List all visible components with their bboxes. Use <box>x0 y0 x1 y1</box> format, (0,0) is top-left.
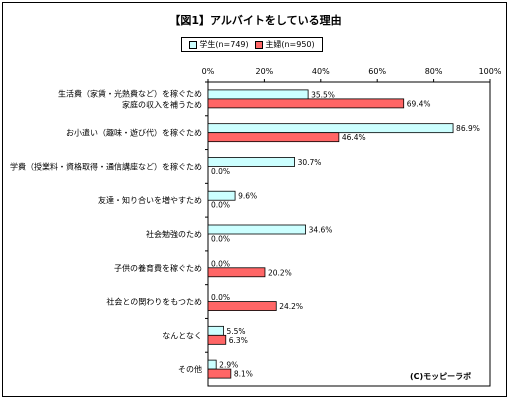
x-tick-label: 40% <box>312 67 330 76</box>
category-label: 社会勉強のため <box>146 229 202 239</box>
category-label: 社会との関わりをもつため <box>106 297 202 307</box>
x-tick-label: 20% <box>256 67 274 76</box>
x-tick-label: 80% <box>425 67 443 76</box>
data-label: 0.0% <box>211 259 230 268</box>
bar-students <box>207 224 306 235</box>
x-tick-label: 100% <box>479 67 502 76</box>
category-label: 家庭の収入を補うため <box>122 99 202 109</box>
legend: 学生(n=749) 主婦(n=950) <box>181 37 323 52</box>
data-label: 0.0% <box>211 167 230 176</box>
x-tick-label: 60% <box>368 67 386 76</box>
bar-students <box>207 325 224 336</box>
data-label: 6.3% <box>229 336 248 345</box>
bar-housewives <box>207 98 405 109</box>
copyright-text: (C)モッピーラボ <box>410 372 472 381</box>
bar-students <box>207 89 309 100</box>
data-label: 24.2% <box>279 302 303 311</box>
legend-item-housewives: 主婦(n=950) <box>255 39 315 50</box>
category-label: その他 <box>178 364 202 374</box>
bar-students <box>207 359 217 370</box>
data-label: 0.0% <box>211 201 230 210</box>
category-label: 子供の養育費を稼ぐため <box>114 263 202 273</box>
data-label: 0.0% <box>211 293 230 302</box>
bar-housewives <box>207 267 266 278</box>
bar-students <box>207 157 295 167</box>
data-label: 30.7% <box>298 158 322 167</box>
chart-frame <box>2 2 507 397</box>
bar-housewives <box>207 334 227 345</box>
data-label: 69.4% <box>407 99 431 108</box>
x-tick-label: 0% <box>202 67 215 76</box>
bar-students <box>207 190 236 201</box>
legend-label-housewives: 主婦(n=950) <box>265 40 315 49</box>
category-label: 生活費（家賃・光熱費など）を稼ぐため <box>58 88 202 98</box>
category-label: 学費（授業料・資格取得・通信講座など）を稼ぐため <box>10 161 202 171</box>
data-label: 86.9% <box>456 124 480 133</box>
category-label: 友達・知り合いを増やすため <box>98 195 202 205</box>
chart-title: 【図1】アルバイトをしている理由 <box>169 14 342 27</box>
legend-swatch-housewives <box>255 40 264 49</box>
data-label: 2.9% <box>219 361 238 370</box>
bar-housewives <box>207 132 340 143</box>
data-label: 46.4% <box>342 133 366 142</box>
legend-swatch-students <box>189 40 198 49</box>
data-label: 0.0% <box>211 235 230 244</box>
data-label: 34.6% <box>309 226 333 235</box>
bar-housewives <box>207 368 232 379</box>
category-label: お小遣い（趣味・遊び代）を稼ぐため <box>66 128 202 138</box>
data-label: 5.5% <box>227 327 246 336</box>
bar-students <box>207 123 454 134</box>
legend-label-students: 学生(n=749) <box>199 40 249 49</box>
data-label: 35.5% <box>311 90 335 99</box>
legend-item-students: 学生(n=749) <box>189 39 249 50</box>
data-label: 20.2% <box>268 268 292 277</box>
data-label: 9.6% <box>238 192 257 201</box>
data-label: 8.1% <box>234 370 253 379</box>
category-label: なんとなく <box>162 331 202 340</box>
bar-housewives <box>207 301 277 311</box>
